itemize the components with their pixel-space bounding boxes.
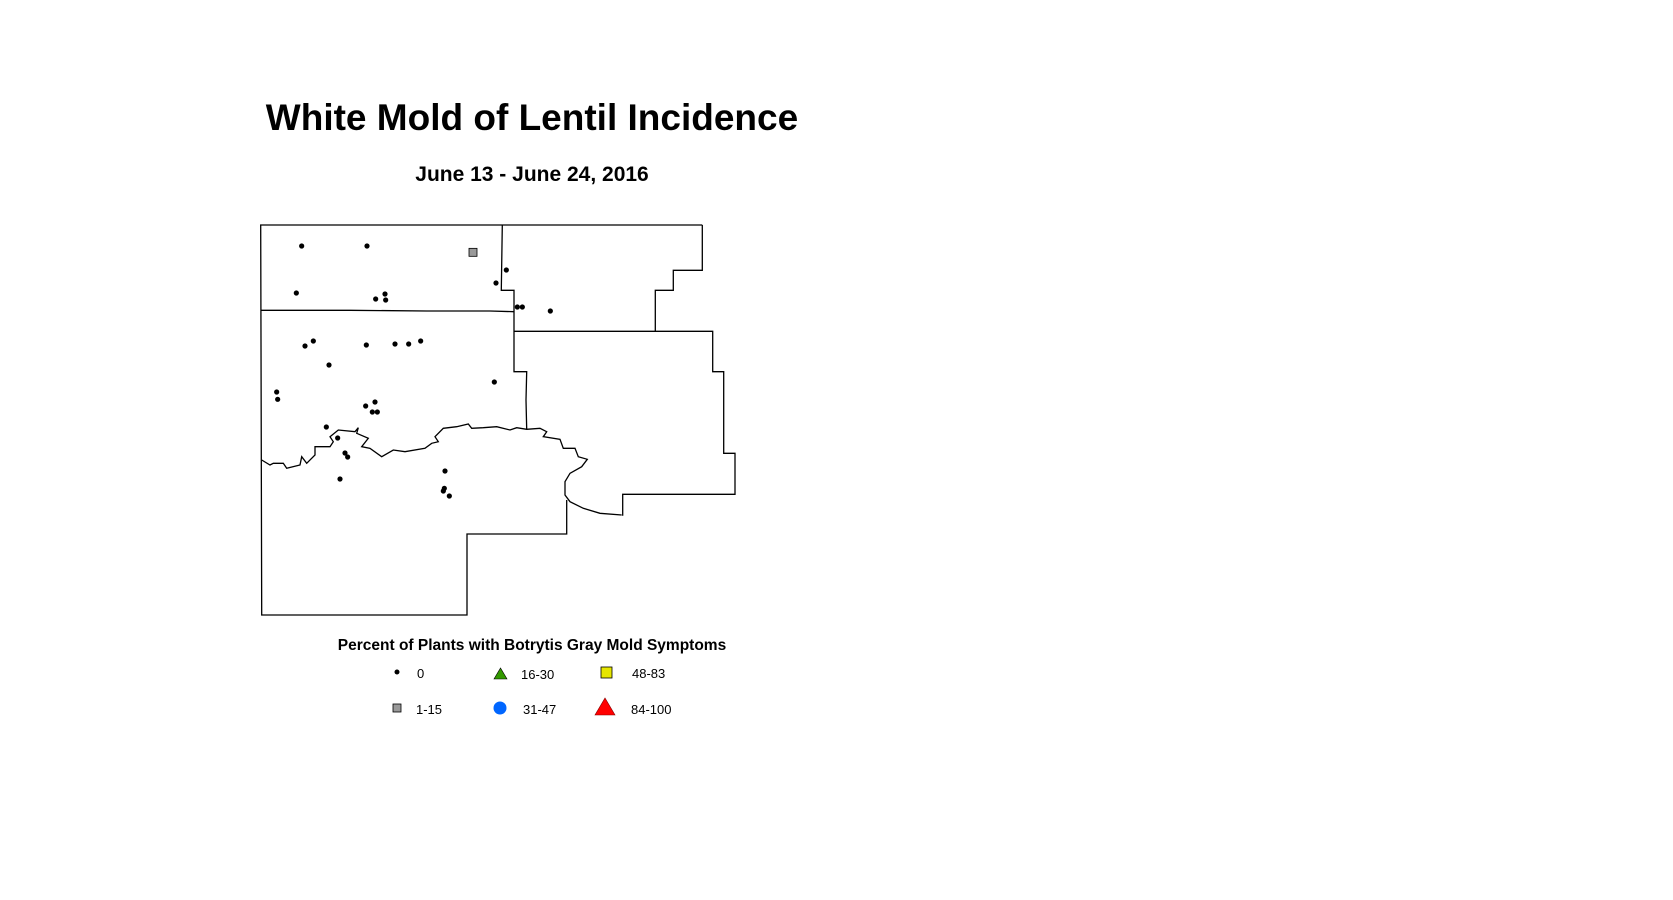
survey-point-0 <box>373 296 379 302</box>
survey-point-0 <box>293 290 299 296</box>
legend-label-48-83: 48-83 <box>632 666 665 681</box>
survey-point-0 <box>383 297 389 303</box>
map-subtitle: June 13 - June 24, 2016 <box>415 163 648 186</box>
survey-point-0 <box>514 304 520 310</box>
survey-point-0 <box>299 243 305 249</box>
outline-west-boundary <box>260 224 703 616</box>
legend-label-1-15: 1-15 <box>416 702 442 717</box>
survey-point-0 <box>392 341 398 347</box>
survey-points <box>274 243 553 499</box>
map-title: White Mold of Lentil Incidence <box>266 97 798 138</box>
legend-title: Percent of Plants with Botrytis Gray Mol… <box>338 637 726 654</box>
county-line-north-boundary <box>260 309 515 313</box>
survey-point-0 <box>275 396 281 402</box>
survey-point-0 <box>372 399 378 405</box>
survey-point-0 <box>406 341 412 347</box>
survey-point-0 <box>345 454 351 460</box>
survey-point-0 <box>442 468 448 474</box>
survey-point-0 <box>440 488 446 494</box>
survey-point-0 <box>326 362 332 368</box>
survey-point-0 <box>446 493 452 499</box>
county-boundaries <box>260 224 736 616</box>
survey-point-0 <box>335 435 341 441</box>
legend-label-31-47: 31-47 <box>523 702 556 717</box>
survey-point-0 <box>364 243 370 249</box>
legend-symbol-16-30 <box>493 667 508 680</box>
legend-label-84-100: 84-100 <box>631 702 671 717</box>
survey-point-0 <box>363 342 369 348</box>
survey-point-0 <box>369 409 375 415</box>
survey-point-1-15 <box>468 247 478 257</box>
ne-county-boundary <box>654 225 703 332</box>
survey-point-0 <box>418 338 424 344</box>
nw-ne-divider-boundary <box>500 224 528 430</box>
river-boundary <box>261 423 622 516</box>
survey-point-0 <box>337 476 343 482</box>
legend-symbol-31-47 <box>493 701 507 715</box>
survey-point-0 <box>323 424 329 430</box>
survey-point-0 <box>374 409 380 415</box>
legend-label-0: 0 <box>417 666 424 681</box>
survey-point-0 <box>547 308 553 314</box>
legend-symbol-48-83 <box>600 666 613 679</box>
survey-point-0 <box>342 450 348 456</box>
legend: Percent of Plants with Botrytis Gray Mol… <box>338 637 726 717</box>
survey-point-0 <box>363 403 369 409</box>
survey-point-0 <box>491 379 497 385</box>
survey-point-0 <box>310 338 316 344</box>
survey-point-0 <box>302 343 308 349</box>
survey-point-0 <box>493 280 499 286</box>
survey-point-0 <box>274 389 280 395</box>
survey-point-0 <box>519 304 525 310</box>
survey-point-0 <box>503 267 509 273</box>
legend-label-16-30: 16-30 <box>521 667 554 682</box>
legend-symbol-1-15 <box>392 703 402 713</box>
legend-symbol-0 <box>394 669 400 675</box>
survey-point-0 <box>382 291 388 297</box>
legend-symbol-84-100 <box>594 697 616 716</box>
se-county-boundary <box>514 330 736 516</box>
